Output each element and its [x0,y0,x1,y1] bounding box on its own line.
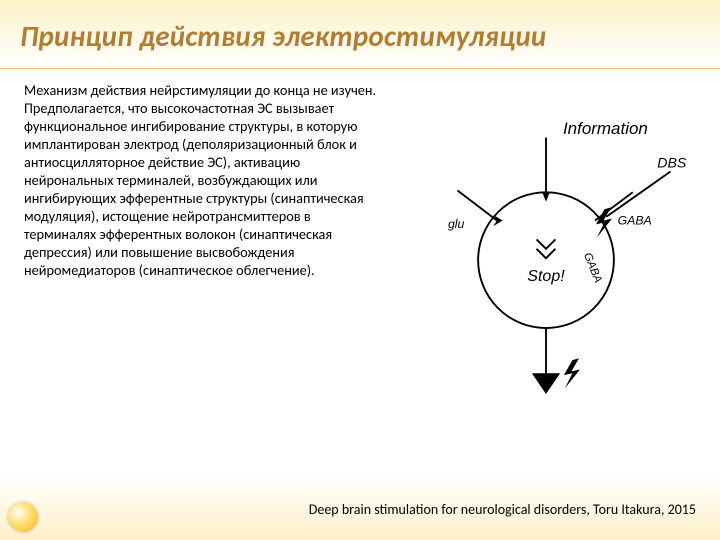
template-logo-icon [8,502,38,532]
label-gaba-lower: GABA [581,251,604,285]
label-dbs: DBS [657,155,687,171]
bolt-icon [596,207,612,237]
label-stop: Stop! [527,267,565,285]
diagram-svg: Information DBS GABA glu Sto [390,81,702,411]
label-glu: glu [448,217,465,231]
citation-text: Deep brain stimulation for neurological … [309,501,696,518]
label-information: Information [563,119,648,138]
slide: Принцип действия электростимуляции Механ… [0,0,720,540]
content-area: Механизм действия нейрстимуляции до конц… [0,69,720,411]
body-text: Механизм действия нейрстимуляции до конц… [24,81,382,411]
bolt-icon [564,358,580,388]
label-gaba-upper: GABA [618,213,652,227]
slide-title: Принцип действия электростимуляции [20,18,700,54]
mechanism-diagram: Information DBS GABA glu Sto [390,81,702,411]
axon-terminal-icon [532,373,560,394]
title-bar: Принцип действия электростимуляции [0,0,720,69]
